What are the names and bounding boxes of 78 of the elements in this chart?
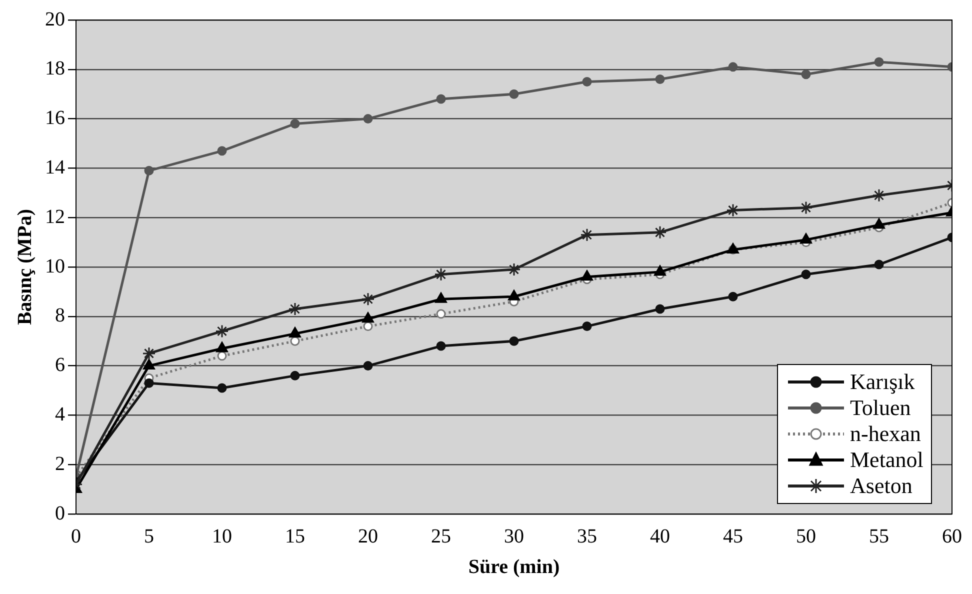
- point: [872, 188, 886, 202]
- point: [580, 228, 594, 242]
- point: [800, 233, 812, 244]
- point: [217, 146, 227, 156]
- y-tick-label: 10: [45, 255, 65, 278]
- y-tick-label: 4: [55, 403, 65, 426]
- point: [801, 270, 811, 280]
- point: [436, 341, 446, 351]
- x-tick-label: 15: [285, 525, 305, 548]
- point: [873, 218, 885, 229]
- point: [143, 359, 155, 370]
- y-tick-label: 2: [55, 452, 65, 475]
- point: [874, 57, 884, 67]
- point: [509, 336, 519, 346]
- x-tick-label: 5: [144, 525, 154, 548]
- point: [217, 383, 227, 393]
- x-tick-label: 35: [577, 525, 597, 548]
- x-tick-label: 60: [942, 525, 962, 548]
- point: [582, 77, 592, 86]
- legend-label: n-hexan: [850, 421, 921, 447]
- point: [290, 336, 300, 346]
- y-tick-label: 14: [45, 156, 65, 178]
- point: [436, 309, 446, 319]
- point: [144, 166, 154, 176]
- point: [655, 304, 665, 314]
- point: [363, 361, 373, 371]
- point: [507, 262, 521, 276]
- point: [361, 292, 375, 306]
- legend-label: Metanol: [850, 447, 924, 473]
- x-tick-label: 20: [358, 525, 378, 548]
- y-tick-label: 8: [55, 304, 65, 327]
- x-tick-label: 50: [796, 525, 816, 548]
- point: [655, 74, 665, 84]
- legend-label: Aseton: [850, 473, 912, 499]
- x-tick-label: 10: [212, 525, 232, 548]
- point: [509, 89, 519, 99]
- y-tick-label: 16: [45, 107, 65, 130]
- y-axis-title: Basınç (MPa): [14, 208, 36, 326]
- y-tick-label: 12: [45, 206, 65, 228]
- point: [363, 114, 373, 124]
- point: [144, 378, 154, 388]
- point: [654, 265, 666, 276]
- point: [290, 370, 300, 380]
- point: [582, 322, 592, 332]
- point: [363, 322, 373, 332]
- legend-label: Toluen: [850, 395, 911, 421]
- y-tick-label: 6: [55, 354, 65, 376]
- x-tick-label: 25: [431, 525, 451, 548]
- x-tick-label: 0: [71, 525, 81, 548]
- point: [581, 270, 593, 281]
- x-tick-label: 30: [504, 525, 524, 548]
- point: [799, 200, 813, 214]
- point: [290, 118, 300, 128]
- point: [508, 290, 520, 300]
- x-tick-label: 55: [869, 525, 889, 548]
- point: [726, 203, 740, 217]
- point: [216, 342, 228, 352]
- point: [728, 292, 738, 302]
- point: [436, 94, 446, 104]
- point: [874, 260, 884, 270]
- point: [362, 312, 374, 323]
- point: [215, 324, 229, 338]
- legend-label: Karışık: [850, 369, 915, 395]
- point: [217, 351, 227, 361]
- point: [801, 70, 811, 80]
- y-tick-label: 20: [45, 8, 65, 30]
- point: [653, 226, 667, 240]
- x-tick-label: 45: [723, 525, 743, 548]
- point: [289, 326, 301, 338]
- point: [434, 268, 448, 282]
- point: [142, 346, 156, 360]
- x-tick-label: 40: [650, 525, 670, 548]
- y-tick-label: 0: [55, 502, 65, 524]
- point: [435, 292, 447, 303]
- y-tick-label: 18: [45, 58, 65, 80]
- x-axis-title: Süre (min): [468, 556, 560, 578]
- point: [288, 302, 302, 316]
- point: [728, 62, 738, 72]
